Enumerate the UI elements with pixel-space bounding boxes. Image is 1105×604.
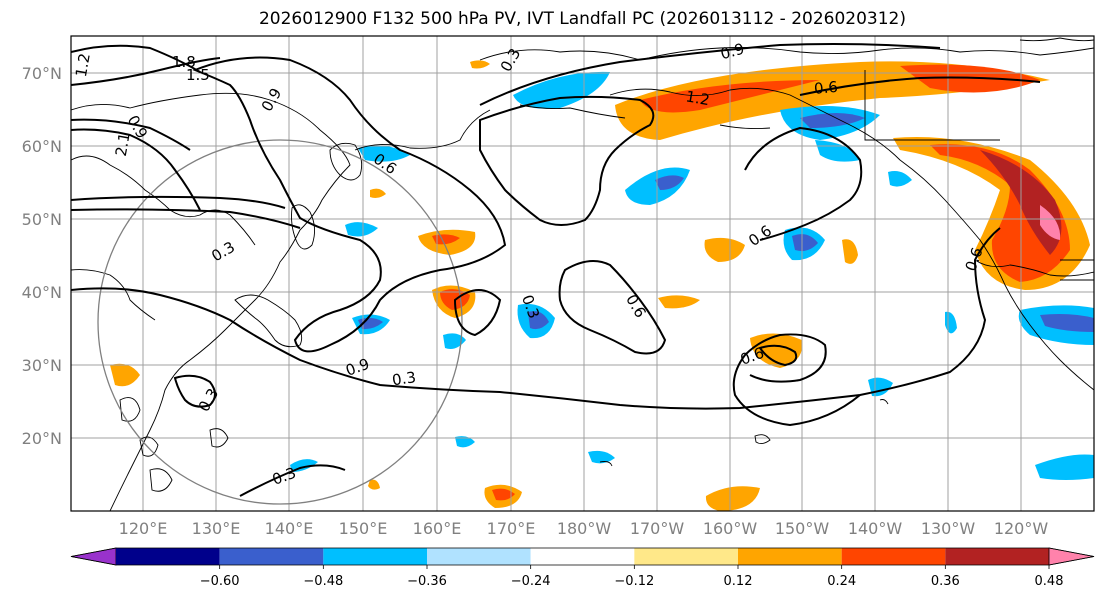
negative-blob-small-5 xyxy=(588,450,615,464)
contour-label: 0.9 xyxy=(258,85,286,115)
range-circle xyxy=(97,139,463,505)
colorbar-tick-label: −0.12 xyxy=(614,574,654,589)
nw-coast-plume-peak xyxy=(1040,205,1061,240)
positive-blob-3 xyxy=(704,237,745,262)
negative-blob-small-2 xyxy=(888,171,912,187)
negative-blob-bering xyxy=(513,71,610,109)
lat-label: 20°N xyxy=(22,429,62,448)
negative-blob-small-3 xyxy=(443,333,466,349)
positive-blob-6 xyxy=(842,239,858,264)
colorbar-swatch xyxy=(427,548,531,565)
contour-label: 1.8 xyxy=(172,53,196,71)
contour-label: 0.6 xyxy=(813,78,838,98)
positive-blob-8-core xyxy=(492,488,515,501)
colorbar-swatch xyxy=(738,548,842,565)
negative-blob-central-core xyxy=(792,234,818,252)
lon-label: 150°E xyxy=(339,519,388,538)
contour-label: 0.3 xyxy=(208,238,238,266)
map-frame xyxy=(70,35,1095,512)
contour-label: 0.3 xyxy=(497,45,525,75)
colorbar-swatch xyxy=(323,548,427,565)
lat-label: 70°N xyxy=(22,64,62,83)
colorbar-tick-label: 0.36 xyxy=(931,574,960,589)
colorbar-swatch xyxy=(634,548,738,565)
colorbar-swatch xyxy=(530,548,635,565)
lon-label: 130°E xyxy=(192,519,241,538)
colorbar: −0.60 −0.48 −0.36 −0.24 −0.12 0.12 0.24 0.36 0.4… xyxy=(70,547,1095,589)
ivt-pc-shading xyxy=(110,60,1094,511)
positive-blob-7 xyxy=(110,363,140,387)
lon-label: 130°W xyxy=(921,519,976,538)
colorbar-tick-label: −0.24 xyxy=(511,574,551,589)
positive-blob-10 xyxy=(370,188,386,198)
lat-label: 30°N xyxy=(22,356,62,375)
negative-blob-mid-core xyxy=(655,175,684,190)
positive-blob-11 xyxy=(368,479,380,490)
contour-label: 0.6 xyxy=(745,221,775,249)
positive-blob-12 xyxy=(470,60,490,69)
colorbar-swatch xyxy=(945,548,1049,565)
contour-label: 1.5 xyxy=(186,66,210,84)
colorbar-swatch xyxy=(219,548,324,565)
positive-blob-1-core xyxy=(432,234,460,245)
colorbar-tick-label: −0.36 xyxy=(407,574,447,589)
lon-label: 170°W xyxy=(630,519,685,538)
colorbar-tick-label: −0.60 xyxy=(200,574,240,589)
negative-blob-kamchatka xyxy=(358,145,410,162)
colorbar-tick-label: 0.12 xyxy=(724,574,753,589)
colorbar-tick-label: 0.24 xyxy=(827,574,856,589)
negative-blob-alaska-core xyxy=(800,113,865,128)
lon-label: 160°W xyxy=(703,519,758,538)
colorbar-extend-high xyxy=(1048,547,1095,566)
contour-label: 2.1 xyxy=(112,131,134,158)
lon-label: 120°W xyxy=(994,519,1049,538)
positive-blob-4 xyxy=(658,295,700,309)
contour-label: 0.9 xyxy=(343,355,372,380)
lon-label: 120°E xyxy=(119,519,168,538)
contour-label: 0.3 xyxy=(195,385,223,415)
lat-label: 50°N xyxy=(22,210,62,229)
contour-label: 0.3 xyxy=(391,368,417,389)
negative-blob-tropics-east xyxy=(1035,454,1094,480)
negative-blob-west-2-core xyxy=(528,311,549,330)
contour-label: 1.2 xyxy=(72,52,94,79)
negative-blob-gulf xyxy=(815,140,860,162)
coastlines xyxy=(71,37,1094,511)
colorbar-swatch xyxy=(116,548,220,565)
contour-label: 0.6 xyxy=(622,291,650,321)
lon-label: 170°E xyxy=(487,519,536,538)
negative-blob-west-1-core xyxy=(358,317,383,330)
colorbar-swatch xyxy=(841,548,946,565)
colorbar-extend-low xyxy=(70,547,117,566)
colorbar-tick-label: 0.48 xyxy=(1035,574,1064,589)
negative-blob-small-4 xyxy=(455,436,475,448)
contour-label: 1.2 xyxy=(684,87,711,109)
lon-label: 140°E xyxy=(265,519,314,538)
colorbar-tick-label: −0.48 xyxy=(303,574,343,589)
pv-contours xyxy=(71,43,1041,497)
graticule xyxy=(71,36,1094,511)
lat-label: 60°N xyxy=(22,137,62,156)
map-title: 2026012900 F132 500 hPa PV, IVT Landfall… xyxy=(258,9,906,29)
lat-label: 40°N xyxy=(22,283,62,302)
lon-label: 150°W xyxy=(775,519,830,538)
positive-blob-9 xyxy=(705,486,760,511)
negative-blob-kuril xyxy=(345,222,378,237)
negative-blob-baja-core xyxy=(1040,314,1094,332)
lon-label: 160°E xyxy=(413,519,462,538)
negative-blob-small-7 xyxy=(945,311,957,334)
contour-label: 0.9 xyxy=(719,40,747,64)
lon-label: 140°W xyxy=(848,519,903,538)
lon-label: 180°W xyxy=(557,519,612,538)
